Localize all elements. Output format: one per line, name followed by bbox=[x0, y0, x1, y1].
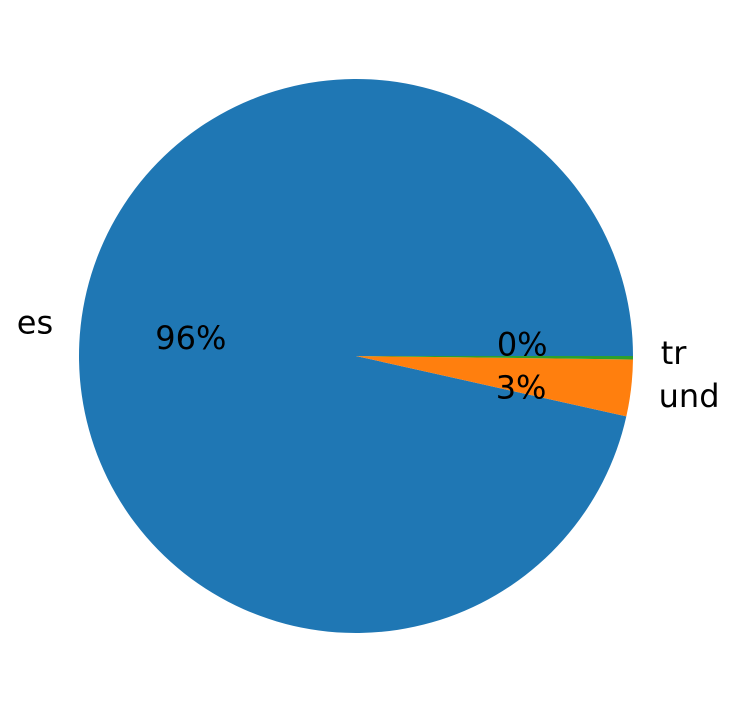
slice-label-und: und bbox=[659, 377, 720, 415]
pie-slice-tr bbox=[356, 356, 633, 360]
pie-slice-und bbox=[356, 356, 633, 417]
slice-percent-und: 3% bbox=[496, 369, 547, 407]
slice-label-es: es bbox=[17, 304, 53, 342]
slice-percent-es: 96% bbox=[155, 319, 226, 357]
slice-label-tr: tr bbox=[661, 334, 688, 372]
slice-percent-tr: 0% bbox=[497, 326, 548, 364]
pie-slice-es bbox=[79, 79, 633, 634]
